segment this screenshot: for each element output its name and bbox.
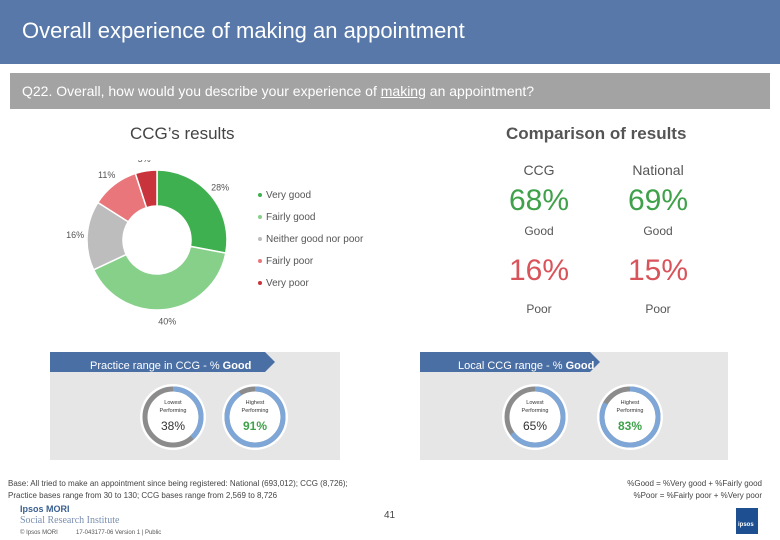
legend-item-fairly-good: Fairly good [258, 212, 315, 223]
copyright: © Ipsos MORI [20, 530, 58, 536]
footer-base-line1: Base: All tried to make an appointment s… [8, 479, 348, 488]
local-range-title-prefix: Local CCG range - % [458, 360, 566, 372]
ccg-good-label: Good [524, 224, 554, 238]
ccg-results-heading: CCG’s results [130, 124, 235, 143]
ring-progress [599, 386, 661, 448]
ipsos-box-text: ipsos [738, 522, 754, 528]
practice-range-title: Practice range in CCG - % Good [90, 360, 251, 372]
national-good-value: 69% [627, 184, 689, 217]
ring-value: 38% [161, 419, 185, 433]
legend-label: Very poor [266, 278, 309, 289]
footer-def-poor: %Poor = %Fairly poor + %Very poor [633, 491, 762, 500]
comparison-col-ccg: CCG [523, 162, 555, 178]
local-range-svg [420, 352, 600, 372]
ipsos-mori-logo: Ipsos MORI Social Research Institute [20, 504, 119, 526]
question-suffix: an appointment? [425, 83, 535, 99]
ipsos-logo-box: ipsos [736, 508, 758, 534]
donut-label-fairly-good: 40% [158, 316, 176, 326]
ring-progress [224, 386, 286, 448]
question-bar: Q22. Overall, how would you describe you… [10, 73, 770, 109]
legend-item-very-poor: Very poor [258, 278, 309, 289]
donut-slice-very-poor [134, 169, 158, 209]
ring-caption: Lowest [164, 400, 182, 406]
ring-caption: Performing [160, 408, 187, 414]
logo-line1: Ipsos MORI [20, 504, 70, 514]
practice-lowest-ring: Lowest Performing 38% [140, 384, 206, 450]
comparison-heading: Comparison of results [506, 124, 687, 143]
legend-item-very-good: Very good [258, 190, 311, 201]
legend-label: Fairly good [266, 212, 316, 223]
ring-caption: Lowest [526, 400, 544, 406]
ring-background [222, 384, 288, 450]
page-number: 41 [384, 510, 396, 521]
legend-dot [258, 215, 262, 220]
comparison-col-national: National [632, 162, 684, 178]
legend-item-fairly-poor: Fairly poor [258, 256, 313, 267]
version-text: 17-043177-06 Version 1 | Public [76, 530, 162, 536]
ring-value: 91% [243, 419, 267, 433]
ring-progress [504, 386, 566, 448]
donut-label-neither: 16% [66, 230, 84, 240]
legend-dot [258, 259, 262, 264]
local-highest-ring: Highest Performing 83% [597, 384, 663, 450]
footer-def-good: %Good = %Very good + %Fairly good [627, 479, 762, 488]
practice-highest-ring: Highest Performing 91% [222, 384, 288, 450]
footer-base-line2: Practice bases range from 30 to 130; CCG… [8, 491, 278, 500]
question-underlined: making [380, 83, 426, 99]
ccg-poor-label: Poor [526, 302, 552, 316]
local-range-banner [420, 352, 600, 372]
ring-background [502, 384, 568, 450]
national-good-label: Good [643, 224, 673, 238]
local-lowest-ring: Lowest Performing 65% [502, 384, 568, 450]
title-bar: Overall experience of making an appointm… [0, 0, 780, 64]
ring-value: 65% [523, 419, 547, 433]
practice-range-title-bold: Good [222, 360, 252, 372]
legend-label: Neither good nor poor [266, 234, 364, 245]
ring-caption: Performing [617, 408, 644, 414]
legend-dot [258, 281, 262, 286]
legend-item-neither: Neither good nor poor [258, 234, 363, 245]
logo-line2: Social Research Institute [20, 515, 120, 526]
ring-caption: Highest [621, 400, 640, 406]
donut-chart: 28% 40% 16% 11% 5% [66, 160, 229, 326]
legend-label: Fairly poor [266, 256, 314, 267]
footer-definitions: %Good = %Very good + %Fairly good %Poor … [627, 478, 762, 502]
practice-range-banner [50, 352, 275, 372]
donut-slice-fairly-good [92, 245, 227, 311]
local-range-panel: Local CCG range - % Good Lowest Performin… [420, 352, 728, 460]
ring-background [597, 384, 663, 450]
ring-progress [142, 386, 204, 448]
local-range-title: Local CCG range - % Good [458, 360, 594, 372]
legend-dot [258, 193, 262, 198]
ring-caption: Performing [522, 408, 549, 414]
ccg-good-value: 68% [508, 184, 570, 217]
footer-base-note: Base: All tried to make an appointment s… [8, 478, 348, 502]
national-poor-value: 15% [627, 254, 689, 287]
ring-background [140, 384, 206, 450]
question-text: Q22. Overall, how would you describe you… [22, 83, 534, 99]
ring-caption: Performing [242, 408, 269, 414]
practice-range-svg [50, 352, 275, 372]
practice-range-title-prefix: Practice range in CCG - % [90, 360, 223, 372]
national-poor-label: Poor [645, 302, 671, 316]
ring-value: 83% [618, 419, 642, 433]
donut-label-very-poor: 5% [138, 160, 151, 164]
question-prefix: Q22. Overall, how would you describe you… [22, 83, 381, 99]
legend-label: Very good [266, 190, 312, 201]
donut-slice-very-good [156, 169, 228, 254]
donut-label-fairly-poor: 11% [98, 170, 115, 180]
donut-label-very-good: 28% [211, 183, 229, 193]
page-title: Overall experience of making an appointm… [22, 18, 465, 43]
ring-caption: Highest [246, 400, 265, 406]
legend-dot [258, 237, 262, 242]
local-range-title-bold: Good [565, 360, 595, 372]
ccg-poor-value: 16% [508, 254, 570, 287]
practice-range-panel: Practice range in CCG - % Good Lowest Per… [50, 352, 340, 460]
